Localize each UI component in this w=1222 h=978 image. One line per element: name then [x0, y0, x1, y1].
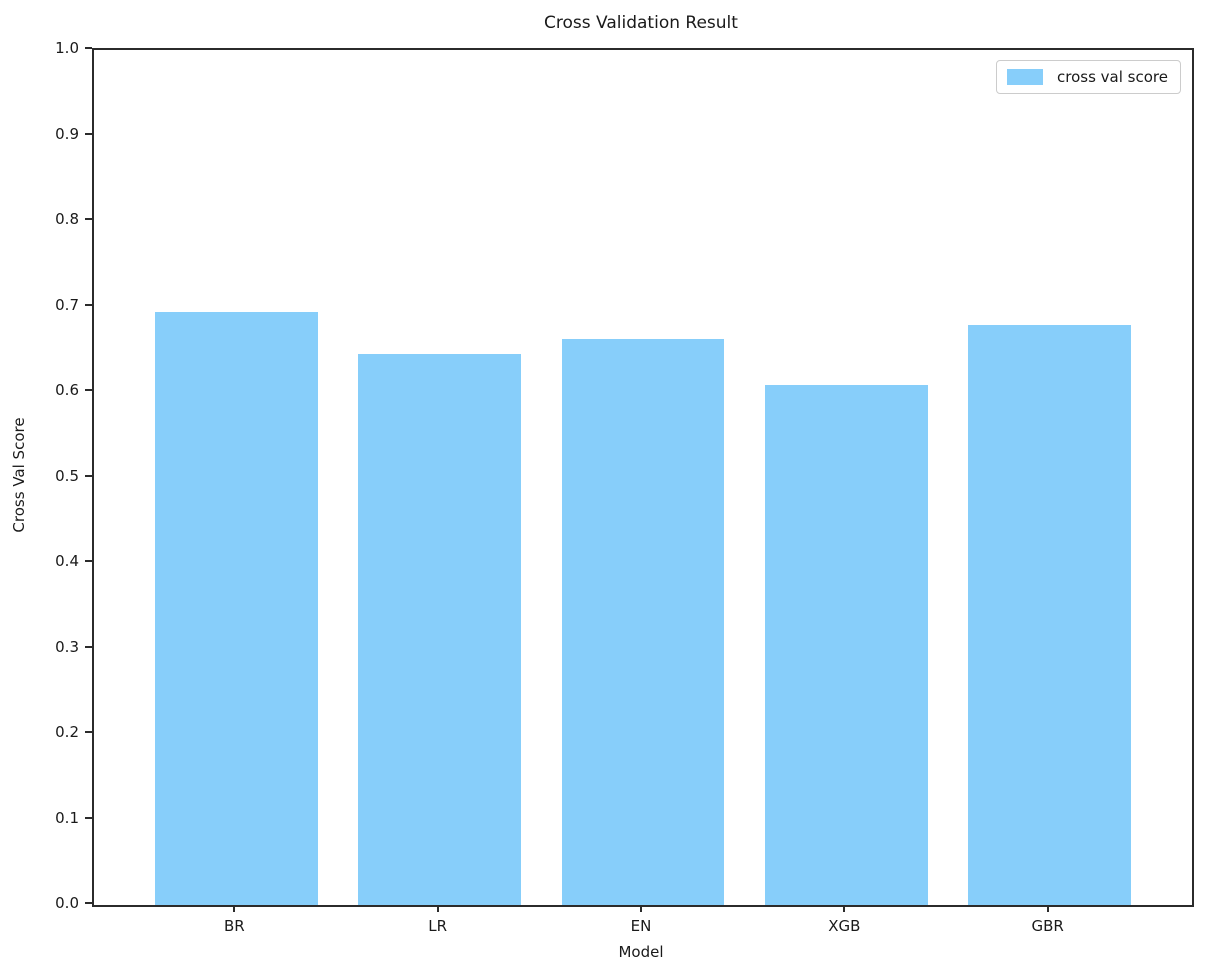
y-tick-mark	[85, 902, 92, 904]
y-tick-mark	[85, 47, 92, 49]
y-axis-label: Cross Val Score	[10, 417, 28, 533]
y-tick-label: 0.8	[55, 210, 79, 228]
y-tick-mark	[85, 731, 92, 733]
y-tick-label: 0.1	[55, 808, 79, 827]
y-tick-mark	[85, 645, 92, 648]
x-tick-label-lr: LR	[428, 917, 448, 935]
x-tick-label-gbr: GBR	[1031, 917, 1064, 935]
y-tick-label: 0.6	[55, 381, 79, 399]
legend: cross val score	[996, 60, 1181, 94]
x-tick-label-br: BR	[223, 917, 245, 935]
y-tick-mark	[85, 389, 92, 391]
bar-xgb	[765, 385, 928, 905]
y-tick-label: 0.3	[55, 637, 79, 656]
y-tick-label: 0.9	[55, 124, 79, 143]
y-tick-label: 0.0	[55, 894, 79, 912]
x-tick-label-en: EN	[630, 917, 652, 935]
y-tick-mark	[85, 218, 92, 220]
y-tick-label: 1.0	[55, 39, 79, 57]
x-tick-mark	[1046, 905, 1049, 912]
bar-gbr	[968, 325, 1131, 905]
y-tick-mark	[85, 303, 92, 306]
x-tick-mark	[843, 905, 846, 912]
plot-area: cross val score	[92, 48, 1194, 907]
chart-title: Cross Validation Result	[544, 13, 738, 33]
y-tick-mark	[85, 132, 92, 135]
legend-label: cross val score	[1057, 68, 1168, 86]
y-tick-label: 0.2	[55, 723, 79, 741]
y-tick-label: 0.5	[55, 466, 79, 485]
x-axis-label: Model	[618, 943, 664, 961]
x-tick-mark	[640, 905, 642, 912]
y-tick-mark	[85, 474, 92, 477]
x-tick-mark	[436, 905, 439, 912]
y-tick-label: 0.4	[55, 552, 79, 570]
bar-en	[561, 339, 725, 905]
y-tick-mark	[85, 560, 92, 562]
y-tick-label: 0.7	[55, 295, 79, 314]
bar-br	[155, 311, 318, 905]
bar-lr	[358, 353, 521, 905]
x-tick-label-xgb: XGB	[828, 917, 861, 935]
x-tick-mark	[233, 905, 236, 912]
y-tick-mark	[85, 816, 92, 819]
legend-swatch	[1007, 69, 1044, 85]
